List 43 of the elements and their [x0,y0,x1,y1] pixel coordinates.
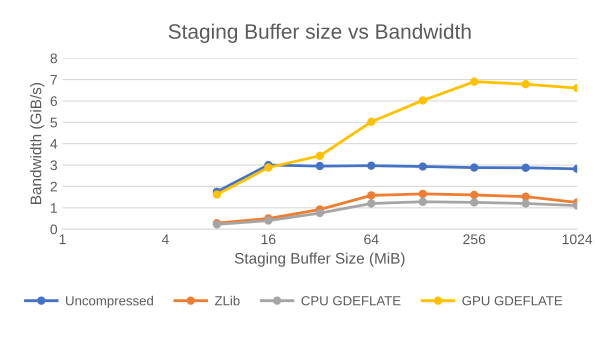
x-tick-label: 256 [463,234,486,244]
point [316,162,324,170]
legend-label: ZLib [214,296,240,306]
x-tick-label: 4 [162,234,169,244]
point [522,192,530,201]
point [367,118,376,126]
point [522,199,530,208]
y-tick-label: 2 [50,182,57,192]
point [367,199,376,208]
x-axis-title: Staging Buffer Size (MiB) [234,252,404,267]
y-axis-title: Bandwidth (GiB/s) [30,83,44,204]
point [316,208,324,218]
y-tick-label: 8 [50,53,58,64]
x-tick-label: 1 [60,234,66,244]
point [470,163,478,172]
y-tick-label: 4 [50,139,58,149]
y-tick-label: 3 [50,160,58,170]
legend-label: CPU GDEFLATE [302,296,400,306]
point [418,190,427,198]
point [418,162,427,171]
y-tick-label: 7 [50,74,57,85]
point [470,77,478,86]
point [418,96,427,105]
y-tick-label: 6 [50,96,58,106]
point [367,191,376,200]
point [316,152,324,160]
chart-title: Staging Buffer size vs Bandwidth [168,24,471,44]
legend-label: GPU GDEFLATE [462,296,562,306]
y-tick-label: 1 [50,203,57,213]
y-tick-label: 5 [50,118,58,128]
x-tick-label: 1024 [562,234,592,244]
legend-label: Uncompressed [66,296,153,308]
point [264,163,273,172]
y-tick-label: 0 [50,224,58,234]
point [522,80,530,88]
x-tick-label: 64 [364,234,379,244]
point [212,190,222,199]
x-tick-label: 16 [262,234,276,244]
point [470,198,478,207]
point [367,161,376,170]
point [470,190,478,200]
point [418,198,427,206]
point [522,164,530,172]
